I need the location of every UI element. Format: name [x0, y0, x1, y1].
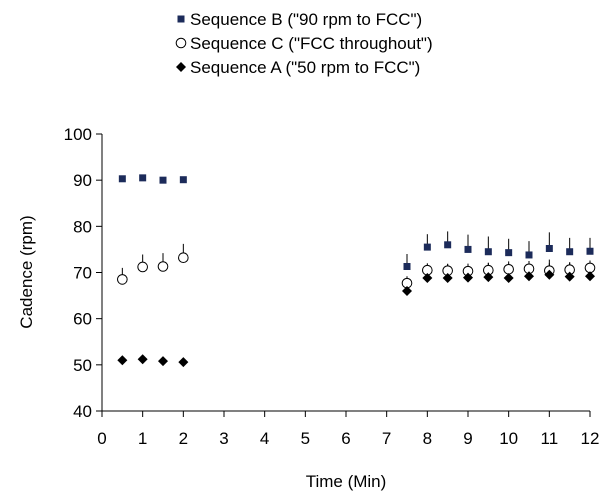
sequence-c-point [137, 261, 148, 273]
sequence-a-point [402, 285, 412, 296]
sequence-a-point [544, 269, 555, 280]
y-ticks: 40 50 60 70 80 90 100 [64, 125, 102, 421]
x-tick-label: 7 [382, 429, 391, 448]
x-tick-label: 2 [179, 429, 188, 448]
sequence-a-point [158, 356, 168, 367]
sequence-b-point [525, 251, 533, 259]
sequence-c-point [157, 261, 169, 272]
sequence-b-point [139, 174, 147, 182]
sequence-a-point [503, 273, 514, 284]
x-ticks: 0 1 2 3 4 5 6 7 8 9 10 11 12 [97, 411, 599, 448]
sequence-a-point [463, 272, 473, 283]
data-markers [117, 174, 596, 368]
y-tick-label: 100 [64, 125, 92, 144]
sequence-b-point [464, 245, 472, 253]
x-tick-label: 9 [463, 429, 472, 448]
sequence-a-series [117, 269, 595, 368]
sequence-a-point [483, 272, 494, 283]
x-tick-label: 11 [541, 429, 559, 448]
sequence-b-point [586, 247, 594, 255]
x-tick-label: 8 [423, 429, 432, 448]
sequence-b-point [403, 262, 411, 270]
y-tick-label: 40 [73, 402, 92, 421]
sequence-b-point [505, 249, 513, 257]
sequence-b-point [444, 241, 452, 249]
sequence-c-legend-label: Sequence C ("FCC throughout") [190, 34, 433, 53]
y-tick-label: 90 [73, 171, 92, 190]
sequence-b-point [484, 248, 492, 256]
sequence-a-point [585, 271, 595, 282]
sequence-a-point [117, 355, 128, 366]
sequence-b-point [118, 175, 126, 183]
x-tick-label: 6 [341, 429, 350, 448]
y-tick-label: 60 [73, 310, 92, 329]
x-tick-label: 5 [301, 429, 310, 448]
sequence-b-legend-marker [177, 15, 185, 23]
y-tick-label: 50 [73, 356, 92, 375]
sequence-b-legend-label: Sequence B ("90 rpm to FCC") [190, 10, 422, 29]
sequence-c-point [503, 263, 514, 275]
sequence-a-point [442, 273, 453, 284]
sequence-b-point [423, 243, 431, 251]
error-bars [121, 176, 591, 363]
axes [101, 134, 590, 412]
sequence-a-legend-marker [176, 62, 186, 72]
sequence-a-point [422, 273, 433, 284]
y-axis-title: Cadence (rpm) [17, 215, 36, 328]
x-tick-label: 1 [138, 429, 147, 448]
sequence-c-point [117, 274, 128, 285]
sequence-c-series [117, 252, 596, 289]
y-tick-label: 70 [73, 264, 92, 283]
sequence-a-point [524, 271, 534, 282]
sequence-b-point [179, 176, 187, 184]
sequence-b-point [566, 248, 574, 256]
x-tick-label: 12 [581, 429, 600, 448]
sequence-c-legend-marker [175, 37, 187, 49]
sequence-b-series [118, 174, 594, 270]
x-tick-label: 3 [219, 429, 228, 448]
sequence-c-point [178, 252, 189, 264]
x-axis-title: Time (Min) [306, 472, 387, 491]
sequence-a-legend-label: Sequence A ("50 rpm to FCC") [190, 58, 420, 77]
sequence-a-point [137, 354, 148, 365]
sequence-a-point [564, 271, 575, 282]
sequence-b-point [545, 244, 553, 252]
x-tick-label: 10 [499, 429, 518, 448]
legend: Sequence B ("90 rpm to FCC") Sequence C (… [175, 10, 433, 77]
sequence-a-point [178, 357, 189, 368]
x-tick-label: 4 [260, 429, 269, 448]
y-tick-label: 80 [73, 217, 92, 236]
x-tick-label: 0 [97, 429, 106, 448]
sequence-b-point [159, 176, 167, 184]
